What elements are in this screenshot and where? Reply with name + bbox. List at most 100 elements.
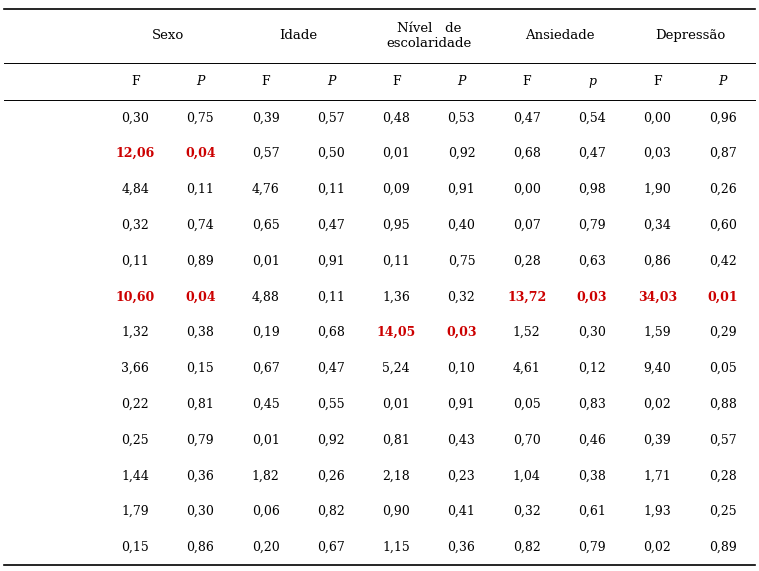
Text: 1,52: 1,52 bbox=[513, 326, 540, 339]
Text: Depressão: Depressão bbox=[655, 29, 725, 42]
Text: 0,11: 0,11 bbox=[187, 183, 214, 196]
Text: 0,86: 0,86 bbox=[644, 255, 671, 267]
Text: Idade: Idade bbox=[279, 29, 317, 42]
Text: 0,57: 0,57 bbox=[317, 111, 345, 124]
Text: 0,04: 0,04 bbox=[185, 290, 216, 303]
Text: 0,28: 0,28 bbox=[709, 469, 736, 482]
Text: 0,54: 0,54 bbox=[578, 111, 606, 124]
Text: 0,86: 0,86 bbox=[187, 541, 214, 554]
Text: 0,50: 0,50 bbox=[317, 147, 345, 160]
Text: 0,81: 0,81 bbox=[383, 433, 410, 447]
Text: 1,90: 1,90 bbox=[644, 183, 671, 196]
Text: 0,90: 0,90 bbox=[383, 505, 410, 518]
Text: 1,82: 1,82 bbox=[252, 469, 279, 482]
Text: 1,79: 1,79 bbox=[121, 505, 149, 518]
Text: 0,53: 0,53 bbox=[448, 111, 475, 124]
Text: 0,47: 0,47 bbox=[578, 147, 606, 160]
Text: 14,05: 14,05 bbox=[376, 326, 416, 339]
Text: 0,05: 0,05 bbox=[513, 398, 540, 411]
Text: 2,18: 2,18 bbox=[383, 469, 410, 482]
Text: 4,88: 4,88 bbox=[252, 290, 279, 303]
Text: 0,40: 0,40 bbox=[448, 219, 475, 232]
Text: 0,29: 0,29 bbox=[709, 326, 736, 339]
Text: 0,26: 0,26 bbox=[709, 183, 736, 196]
Text: 0,36: 0,36 bbox=[448, 541, 475, 554]
Text: 4,61: 4,61 bbox=[513, 362, 540, 375]
Text: 0,04: 0,04 bbox=[185, 147, 216, 160]
Text: 1,71: 1,71 bbox=[644, 469, 671, 482]
Text: 0,01: 0,01 bbox=[252, 255, 279, 267]
Text: 12,06: 12,06 bbox=[115, 147, 155, 160]
Text: 0,81: 0,81 bbox=[187, 398, 214, 411]
Text: 0,46: 0,46 bbox=[578, 433, 606, 447]
Text: 4,84: 4,84 bbox=[121, 183, 149, 196]
Text: 0,36: 0,36 bbox=[187, 469, 214, 482]
Text: 0,91: 0,91 bbox=[448, 183, 475, 196]
Text: 1,59: 1,59 bbox=[644, 326, 671, 339]
Text: 13,72: 13,72 bbox=[507, 290, 546, 303]
Text: Ansiedade: Ansiedade bbox=[524, 29, 594, 42]
Text: 0,22: 0,22 bbox=[121, 398, 149, 411]
Text: P: P bbox=[718, 75, 727, 88]
Text: p: p bbox=[588, 75, 596, 88]
Text: 0,06: 0,06 bbox=[252, 505, 279, 518]
Text: 0,89: 0,89 bbox=[187, 255, 214, 267]
Text: 3,66: 3,66 bbox=[121, 362, 149, 375]
Text: 0,47: 0,47 bbox=[317, 362, 345, 375]
Text: Nível   de
escolaridade: Nível de escolaridade bbox=[386, 22, 471, 50]
Text: 0,25: 0,25 bbox=[709, 505, 736, 518]
Text: 1,15: 1,15 bbox=[383, 541, 410, 554]
Text: 0,95: 0,95 bbox=[383, 219, 410, 232]
Text: 0,61: 0,61 bbox=[578, 505, 606, 518]
Text: 0,15: 0,15 bbox=[121, 541, 149, 554]
Text: 0,79: 0,79 bbox=[578, 541, 606, 554]
Text: P: P bbox=[196, 75, 205, 88]
Text: 0,11: 0,11 bbox=[383, 255, 410, 267]
Text: 0,03: 0,03 bbox=[644, 147, 671, 160]
Text: 0,03: 0,03 bbox=[446, 326, 477, 339]
Text: 1,32: 1,32 bbox=[121, 326, 149, 339]
Text: 0,48: 0,48 bbox=[383, 111, 410, 124]
Text: P: P bbox=[326, 75, 335, 88]
Text: 0,79: 0,79 bbox=[187, 433, 214, 447]
Text: F: F bbox=[653, 75, 662, 88]
Text: 0,32: 0,32 bbox=[448, 290, 475, 303]
Text: 0,19: 0,19 bbox=[252, 326, 279, 339]
Text: 0,47: 0,47 bbox=[317, 219, 345, 232]
Text: 0,30: 0,30 bbox=[187, 505, 214, 518]
Text: 0,67: 0,67 bbox=[252, 362, 279, 375]
Text: 0,91: 0,91 bbox=[448, 398, 475, 411]
Text: 0,57: 0,57 bbox=[252, 147, 279, 160]
Text: 0,00: 0,00 bbox=[513, 183, 540, 196]
Text: 0,82: 0,82 bbox=[317, 505, 345, 518]
Text: 0,38: 0,38 bbox=[578, 469, 606, 482]
Text: 0,10: 0,10 bbox=[448, 362, 475, 375]
Text: 0,79: 0,79 bbox=[578, 219, 606, 232]
Text: 0,26: 0,26 bbox=[317, 469, 345, 482]
Text: F: F bbox=[392, 75, 401, 88]
Text: 0,92: 0,92 bbox=[317, 433, 345, 447]
Text: F: F bbox=[131, 75, 140, 88]
Text: 0,39: 0,39 bbox=[252, 111, 279, 124]
Text: 0,30: 0,30 bbox=[121, 111, 149, 124]
Text: 0,30: 0,30 bbox=[578, 326, 606, 339]
Text: 0,01: 0,01 bbox=[707, 290, 738, 303]
Text: 0,03: 0,03 bbox=[577, 290, 607, 303]
Text: 0,70: 0,70 bbox=[513, 433, 540, 447]
Text: 0,67: 0,67 bbox=[317, 541, 345, 554]
Text: 0,75: 0,75 bbox=[448, 255, 475, 267]
Text: 0,09: 0,09 bbox=[383, 183, 410, 196]
Text: 1,93: 1,93 bbox=[644, 505, 671, 518]
Text: F: F bbox=[522, 75, 531, 88]
Text: 0,01: 0,01 bbox=[383, 147, 410, 160]
Text: 0,11: 0,11 bbox=[317, 290, 345, 303]
Text: 0,87: 0,87 bbox=[709, 147, 736, 160]
Text: 0,98: 0,98 bbox=[578, 183, 606, 196]
Text: 0,23: 0,23 bbox=[448, 469, 475, 482]
Text: 0,05: 0,05 bbox=[709, 362, 736, 375]
Text: 10,60: 10,60 bbox=[115, 290, 155, 303]
Text: 0,91: 0,91 bbox=[317, 255, 345, 267]
Text: 0,74: 0,74 bbox=[187, 219, 214, 232]
Text: 0,34: 0,34 bbox=[644, 219, 671, 232]
Text: P: P bbox=[457, 75, 466, 88]
